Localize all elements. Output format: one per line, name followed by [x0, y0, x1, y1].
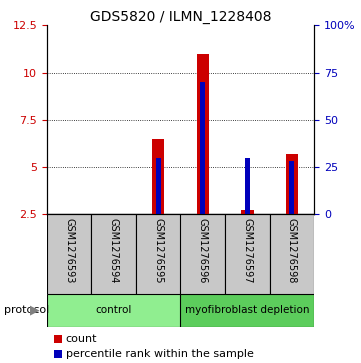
- Text: control: control: [96, 305, 132, 315]
- Bar: [136, 214, 180, 294]
- Bar: [289, 161, 295, 214]
- Bar: [270, 214, 314, 294]
- Bar: [156, 158, 161, 214]
- Text: GSM1276593: GSM1276593: [64, 218, 74, 284]
- Bar: [152, 139, 165, 214]
- Title: GDS5820 / ILMN_1228408: GDS5820 / ILMN_1228408: [90, 11, 271, 24]
- Text: GSM1276597: GSM1276597: [242, 218, 252, 284]
- Bar: [91, 214, 136, 294]
- Bar: [47, 214, 91, 294]
- Text: GSM1276594: GSM1276594: [109, 218, 119, 284]
- Text: myofibroblast depletion: myofibroblast depletion: [185, 305, 309, 315]
- Bar: [245, 158, 250, 214]
- Text: percentile rank within the sample: percentile rank within the sample: [66, 349, 253, 359]
- Bar: [286, 154, 298, 214]
- Bar: [196, 54, 209, 214]
- Text: count: count: [66, 334, 97, 344]
- Text: GSM1276595: GSM1276595: [153, 218, 163, 284]
- Text: protocol: protocol: [4, 305, 49, 315]
- Bar: [180, 294, 314, 327]
- Bar: [225, 214, 270, 294]
- Bar: [180, 214, 225, 294]
- Bar: [241, 211, 253, 214]
- Text: GSM1276596: GSM1276596: [198, 218, 208, 284]
- Text: ▶: ▶: [30, 304, 39, 317]
- Text: GSM1276598: GSM1276598: [287, 218, 297, 284]
- Bar: [47, 294, 180, 327]
- Bar: [200, 82, 205, 214]
